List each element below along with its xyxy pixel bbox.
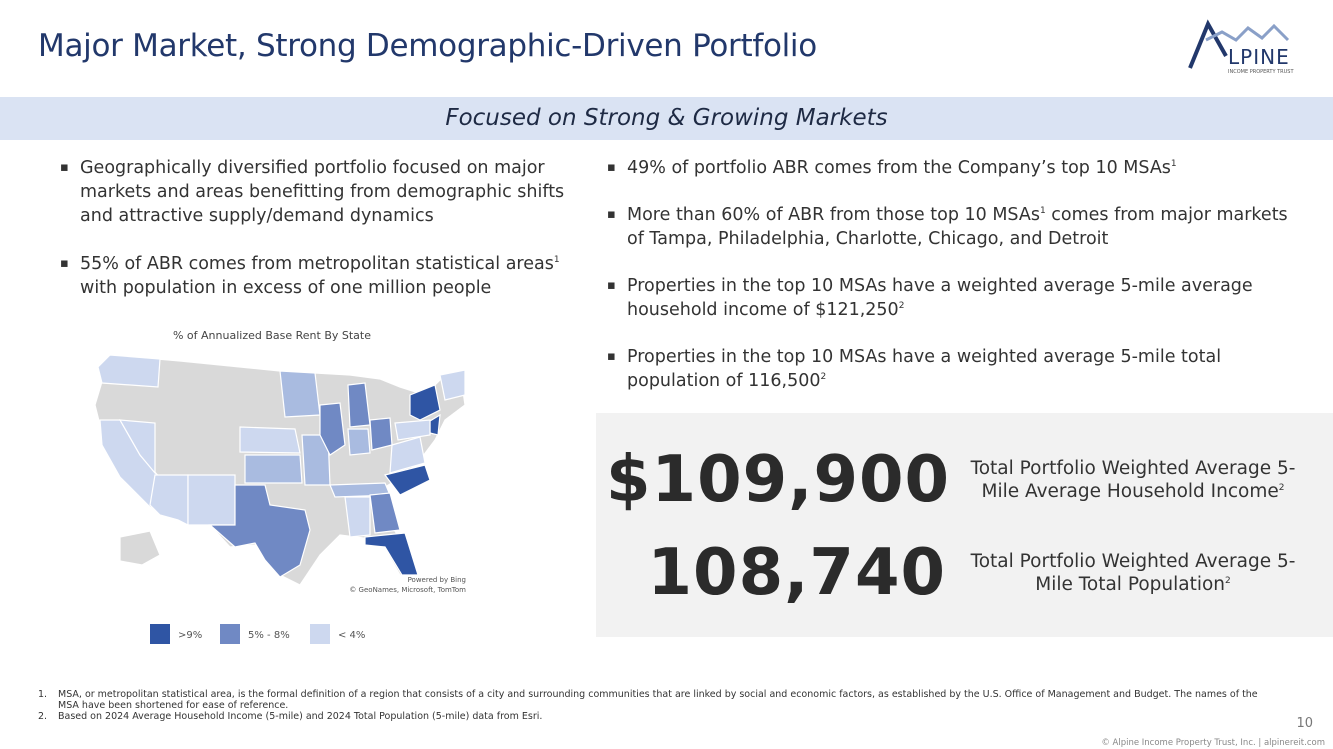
footnote-number: 2. — [38, 711, 48, 722]
legend-swatch — [150, 624, 170, 644]
bullet-list: 49% of portfolio ABR comes from the Comp… — [607, 156, 1307, 393]
logo-mountains — [1205, 23, 1290, 42]
legend-swatch — [310, 624, 330, 644]
logo-name: LPINE — [1228, 45, 1290, 69]
right-bullets: 49% of portfolio ABR comes from the Comp… — [607, 156, 1307, 416]
left-bullets: Geographically diversified portfolio foc… — [60, 156, 570, 324]
bullet-text: 49% of portfolio ABR comes from the Comp… — [627, 158, 1171, 178]
map-credit: Powered by Bing — [408, 576, 466, 584]
copyright: © Alpine Income Property Trust, Inc. | a… — [1101, 738, 1325, 748]
bullet-text: with population in excess of one million… — [80, 278, 492, 298]
legend-label: 5% - 8% — [248, 630, 290, 641]
bullet: Geographically diversified portfolio foc… — [60, 156, 570, 228]
logo-tagline: INCOME PROPERTY TRUST — [1228, 69, 1294, 75]
map-legend: >9% 5% - 8% < 4% — [150, 624, 365, 644]
bullet-text: Properties in the top 10 MSAs have a wei… — [627, 347, 1222, 391]
banner: Focused on Strong & Growing Markets — [0, 97, 1333, 140]
stat-label-text: Total Portfolio Weighted Average 5-Mile … — [970, 551, 1296, 595]
footnote-ref: 1 — [1039, 206, 1046, 216]
stat-label: Total Portfolio Weighted Average 5-Mile … — [968, 457, 1298, 503]
footnote-number: 1. — [38, 689, 48, 700]
bullet-list: Geographically diversified portfolio foc… — [60, 156, 570, 300]
bullet-text: comes from major markets of Tampa, Phila… — [627, 205, 1288, 249]
footnotes: 1. MSA, or metropolitan statistical area,… — [38, 689, 1278, 722]
stat-value: $109,900 — [606, 443, 951, 517]
stat-label-text: Total Portfolio Weighted Average 5-Mile … — [970, 458, 1296, 502]
bullet: Properties in the top 10 MSAs have a wei… — [607, 274, 1307, 322]
banner-text: Focused on Strong & Growing Markets — [445, 105, 888, 131]
bullet: More than 60% of ABR from those top 10 M… — [607, 203, 1307, 251]
bullet: Properties in the top 10 MSAs have a wei… — [607, 345, 1307, 393]
page-number: 10 — [1296, 716, 1313, 731]
footnote-ref: 2 — [898, 301, 905, 311]
legend-label: < 4% — [338, 630, 365, 641]
legend-swatch — [220, 624, 240, 644]
stat-label: Total Portfolio Weighted Average 5-Mile … — [968, 550, 1298, 596]
legend-label: >9% — [178, 630, 202, 641]
bullet-text: More than 60% of ABR from those top 10 M… — [627, 205, 1040, 225]
stat-value: 108,740 — [647, 536, 946, 610]
bullet-text: Geographically diversified portfolio foc… — [80, 158, 565, 226]
footnote-text: Based on 2024 Average Household Income (… — [58, 711, 543, 722]
footnote: 1. MSA, or metropolitan statistical area,… — [38, 689, 1278, 711]
bullet-text: 55% of ABR comes from metropolitan stati… — [80, 254, 554, 274]
map-states — [94, 354, 466, 586]
map-credit: © GeoNames, Microsoft, TomTom — [349, 586, 466, 594]
logo: LPINE INCOME PROPERTY TRUST — [1188, 19, 1294, 75]
logo-a — [1188, 19, 1228, 69]
footnote-ref: 2 — [1225, 576, 1231, 586]
bullet: 49% of portfolio ABR comes from the Comp… — [607, 156, 1307, 180]
title: Major Market, Strong Demographic-Driven … — [38, 28, 817, 64]
footnote: 2. Based on 2024 Average Household Income… — [38, 711, 1278, 722]
footnote-ref: 2 — [820, 372, 827, 382]
bullet: 55% of ABR comes from metropolitan stati… — [60, 252, 570, 300]
footnote-ref: 2 — [1278, 483, 1285, 493]
map-title: % of Annualized Base Rent By State — [173, 329, 371, 342]
bullet-text: Properties in the top 10 MSAs have a wei… — [627, 276, 1253, 320]
footnote-ref: 1 — [553, 255, 560, 265]
map: % of Annualized Base Rent By State — [94, 329, 466, 644]
stat-box: $109,900 Total Portfolio Weighted Average… — [596, 413, 1333, 637]
footnote-ref: 1 — [1170, 159, 1177, 169]
footnote-text: MSA, or metropolitan statistical area, i… — [58, 689, 1258, 711]
